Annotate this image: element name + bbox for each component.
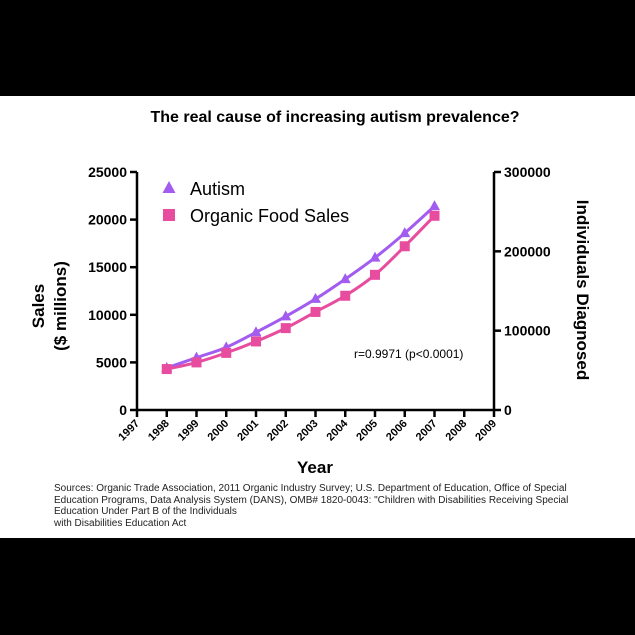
data-point-autism bbox=[369, 251, 381, 262]
left-axis-label-line2: ($ millions) bbox=[51, 261, 70, 351]
legend-marker-organic bbox=[163, 209, 175, 221]
chart-panel: The real cause of increasing autism prev… bbox=[0, 96, 635, 538]
left-tick-label: 0 bbox=[119, 402, 127, 418]
series-line-organic bbox=[166, 214, 436, 371]
series-line-autism bbox=[166, 205, 436, 370]
x-tick-label: 2003 bbox=[295, 418, 321, 444]
x-tick-label: 1999 bbox=[176, 418, 202, 444]
data-point-autism bbox=[429, 200, 440, 211]
legend-label-organic: Organic Food Sales bbox=[190, 206, 349, 226]
data-point-organic bbox=[370, 269, 380, 280]
data-point-organic bbox=[429, 210, 440, 221]
chart-canvas: The real cause of increasing autism prev… bbox=[29, 109, 592, 477]
data-point-autism bbox=[339, 273, 351, 284]
left-tick-label: 10000 bbox=[88, 307, 127, 323]
data-point-organic bbox=[280, 323, 291, 334]
left-tick-label: 25000 bbox=[88, 164, 127, 180]
x-tick-label: 2004 bbox=[325, 417, 351, 443]
data-point-organic bbox=[221, 347, 232, 358]
x-tick-label: 2001 bbox=[235, 418, 261, 444]
data-point-organic bbox=[399, 241, 410, 252]
data-point-organic bbox=[161, 364, 172, 375]
data-point-organic bbox=[340, 290, 351, 301]
left-tick-label: 20000 bbox=[88, 212, 127, 228]
left-tick-label: 5000 bbox=[96, 354, 127, 370]
x-tick-label: 2008 bbox=[444, 418, 470, 444]
x-tick-label: 2000 bbox=[206, 418, 232, 444]
x-tick-label: 2007 bbox=[414, 418, 440, 444]
right-tick-label: 0 bbox=[504, 402, 512, 418]
data-point-autism bbox=[399, 227, 411, 238]
sources-line: Education Under Part B of the Individual… bbox=[54, 506, 237, 517]
left-axis-label: Sales ($ millions) bbox=[29, 261, 70, 351]
legend-label-autism: Autism bbox=[190, 179, 245, 199]
data-point-organic bbox=[310, 306, 321, 317]
left-axis-label-line1: Sales bbox=[29, 284, 48, 328]
right-tick-label: 100000 bbox=[504, 323, 551, 339]
right-tick-label: 200000 bbox=[504, 243, 551, 259]
left-tick-label: 15000 bbox=[88, 259, 127, 275]
x-tick-label: 2005 bbox=[354, 418, 380, 444]
data-point-autism bbox=[310, 292, 321, 303]
data-point-autism bbox=[250, 326, 262, 337]
sources-line: with Disabilities Education Act bbox=[54, 517, 187, 529]
x-tick-label: 2002 bbox=[265, 418, 291, 444]
sources-line: Education Programs, Data Analysis System… bbox=[54, 494, 569, 506]
data-point-autism bbox=[280, 310, 292, 321]
sources-line: Sources: Organic Trade Association, 2011… bbox=[54, 483, 567, 494]
x-tick-label: 1997 bbox=[116, 418, 142, 444]
right-tick-label: 300000 bbox=[504, 164, 551, 180]
correlation-annotation: r=0.9971 (p<0.0001) bbox=[354, 347, 463, 361]
right-axis-label: Individuals Diagnosed bbox=[573, 200, 592, 380]
series-curves bbox=[166, 205, 436, 371]
legend-marker-autism bbox=[162, 181, 176, 193]
x-tick-label: 2006 bbox=[384, 418, 410, 444]
chart-title: The real cause of increasing autism prev… bbox=[150, 109, 519, 126]
legend: Autism Organic Food Sales bbox=[162, 179, 349, 226]
data-point-organic bbox=[251, 336, 261, 347]
data-point-organic bbox=[191, 357, 202, 368]
x-tick-label: 1998 bbox=[146, 418, 172, 444]
x-tick-label: 2009 bbox=[473, 418, 499, 444]
series-markers bbox=[161, 200, 440, 375]
x-axis-label: Year bbox=[297, 458, 333, 477]
sources-note: Sources: Organic Trade Association, 2011… bbox=[54, 483, 614, 529]
